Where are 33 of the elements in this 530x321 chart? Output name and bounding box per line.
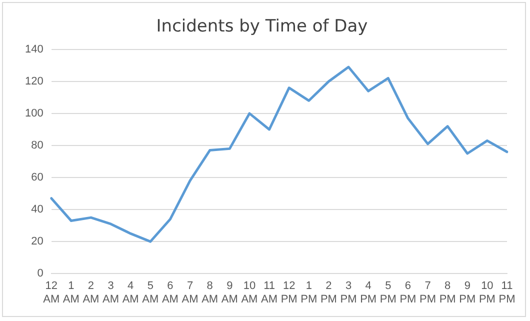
y-tick-label: 0: [37, 268, 44, 280]
x-tick-label: 8 AM: [202, 280, 218, 306]
x-tick-label: 4 AM: [122, 280, 139, 306]
x-tick-label: 12 AM: [43, 280, 60, 306]
y-tick-label: 20: [31, 236, 44, 248]
x-tick-label: 1 PM: [300, 280, 318, 306]
x-tick-label: 4 PM: [360, 280, 377, 306]
x-tick-label: 6 PM: [400, 280, 416, 306]
x-tick-label: 9 AM: [221, 280, 238, 306]
x-tick-label: 11 AM: [261, 280, 278, 306]
x-tick-label: 10 AM: [241, 280, 258, 306]
x-tick-label: 7 AM: [182, 280, 198, 306]
x-tick-label: 2 PM: [320, 280, 337, 306]
x-tick-label: 2 AM: [82, 280, 100, 306]
x-tick-label: 7 PM: [420, 280, 436, 306]
y-tick-label: 140: [24, 43, 44, 56]
x-tick-label: 1 AM: [62, 280, 80, 306]
y-tick-label: 60: [31, 172, 44, 184]
x-tick-label: 8 PM: [439, 280, 456, 306]
y-tick-label: 100: [24, 107, 44, 120]
x-tick-label: 11 PM: [498, 280, 516, 306]
y-tick-label: 40: [31, 204, 44, 216]
chart-title: Incidents by Time of Day: [156, 16, 368, 37]
x-tick-label: 3 PM: [340, 280, 357, 306]
y-tick-label: 80: [31, 140, 44, 152]
x-tick-label: 3 AM: [102, 280, 120, 306]
x-tick-label: 6 AM: [162, 280, 178, 306]
y-tick-label: 120: [24, 75, 44, 88]
x-tick-label: 9 PM: [459, 280, 476, 306]
x-tick-label: 10 PM: [478, 280, 496, 306]
x-tick-label: 5 AM: [142, 280, 159, 306]
x-tick-label: 12 PM: [280, 280, 298, 306]
x-tick-label: 5 PM: [380, 280, 396, 306]
